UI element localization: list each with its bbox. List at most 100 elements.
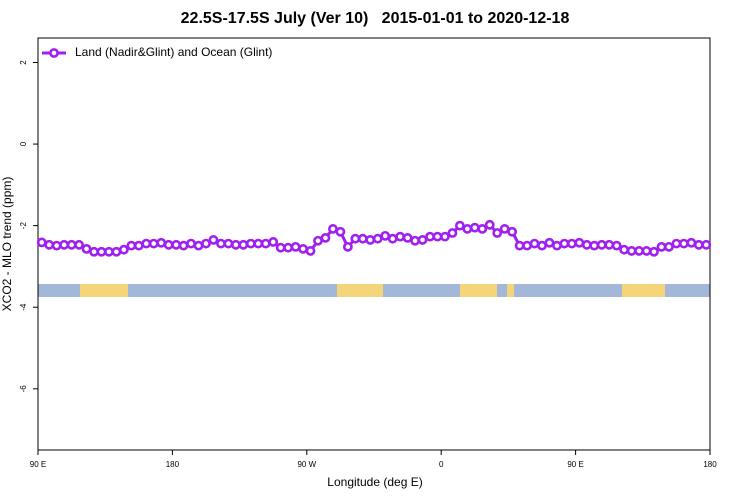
- data-point: [514, 240, 525, 251]
- data-point: [664, 241, 674, 252]
- land-segment: [460, 284, 497, 297]
- data-point: [537, 240, 547, 251]
- legend-marker: [49, 48, 59, 58]
- y-tick-label: -2: [19, 222, 28, 230]
- data-point: [328, 224, 338, 234]
- data-point: [678, 238, 689, 249]
- data-point: [372, 233, 383, 244]
- data-point: [320, 232, 331, 243]
- data-point: [260, 238, 271, 249]
- data-point: [126, 240, 137, 251]
- data-point: [432, 231, 443, 242]
- data-point: [649, 246, 659, 257]
- data-point: [626, 246, 637, 256]
- data-point: [693, 239, 704, 250]
- data-point: [208, 235, 219, 245]
- data-point: [89, 246, 99, 257]
- data-point: [186, 238, 196, 249]
- land-segment: [622, 284, 665, 297]
- data-point: [462, 224, 473, 234]
- data-point: [133, 240, 144, 251]
- data-point: [492, 228, 503, 238]
- data-point: [59, 239, 70, 250]
- data-point: [634, 246, 644, 256]
- x-axis-label: Longitude (deg E): [327, 475, 422, 489]
- data-point: [447, 228, 458, 238]
- data-point: [589, 240, 600, 251]
- data-point: [163, 239, 174, 250]
- data-point: [619, 244, 630, 255]
- data-point: [604, 239, 615, 250]
- data-point: [156, 237, 167, 248]
- data-point: [118, 244, 129, 255]
- data-point: [387, 233, 398, 244]
- data-point: [193, 240, 204, 251]
- data-point: [335, 226, 346, 237]
- data-point: [469, 222, 480, 233]
- data-point: [417, 235, 428, 245]
- data-point: [544, 237, 555, 248]
- data-point: [701, 239, 712, 250]
- data-point: [641, 246, 652, 256]
- y-tick-label: 2: [19, 60, 28, 65]
- data-point: [36, 237, 47, 248]
- data-point: [686, 237, 697, 248]
- data-point: [559, 238, 570, 249]
- data-point: [305, 246, 316, 256]
- data-point: [552, 240, 562, 251]
- data-point: [313, 235, 323, 246]
- legend-label: Land (Nadir&Glint) and Ocean (Glint): [75, 45, 272, 59]
- data-point: [230, 239, 241, 250]
- data-point: [671, 238, 682, 249]
- data-point: [357, 233, 368, 244]
- land-segment: [80, 284, 128, 297]
- data-point: [440, 231, 450, 242]
- y-tick-label: -4: [19, 303, 28, 311]
- data-point: [275, 242, 286, 253]
- data-point: [425, 231, 435, 242]
- data-point: [268, 237, 279, 247]
- land-segment: [337, 284, 383, 297]
- data-point: [402, 232, 413, 243]
- data-point: [656, 241, 667, 252]
- data-point: [522, 240, 532, 251]
- data-point: [507, 226, 518, 237]
- data-point: [380, 230, 391, 241]
- data-point: [454, 220, 465, 231]
- data-point: [342, 241, 353, 252]
- data-point: [253, 238, 264, 249]
- data-point: [350, 233, 361, 244]
- data-point: [477, 224, 488, 234]
- data-point: [611, 240, 622, 251]
- data-point: [410, 235, 420, 246]
- land-ocean-mask: [38, 284, 710, 297]
- x-tick-label: 90 E: [567, 460, 583, 469]
- data-point: [44, 239, 55, 250]
- data-point: [81, 243, 92, 254]
- data-point: [74, 239, 84, 250]
- data-point: [574, 237, 585, 248]
- x-tick-label: 0: [439, 460, 444, 469]
- data-point: [365, 235, 376, 245]
- x-tick-label: 180: [703, 460, 717, 469]
- data-point: [529, 238, 540, 249]
- land-segment: [507, 284, 514, 297]
- data-point: [223, 238, 234, 249]
- data-point: [298, 243, 308, 254]
- data-point: [245, 238, 256, 249]
- chart-title: 22.5S-17.5S July (Ver 10) 2015-01-01 to …: [181, 10, 570, 27]
- data-point: [566, 238, 577, 249]
- y-axis-label: XCO2 - MLO trend (ppm): [0, 177, 14, 312]
- data-point: [499, 224, 510, 234]
- data-point: [216, 238, 226, 249]
- y-tick-label: 0: [19, 141, 28, 146]
- data-point: [171, 239, 182, 250]
- data-point: [581, 239, 592, 250]
- data-point: [395, 231, 406, 242]
- data-point: [596, 239, 607, 250]
- data-point: [148, 238, 159, 249]
- y-tick-label: -6: [19, 385, 28, 393]
- x-tick-label: 180: [166, 460, 180, 469]
- data-point: [201, 238, 211, 249]
